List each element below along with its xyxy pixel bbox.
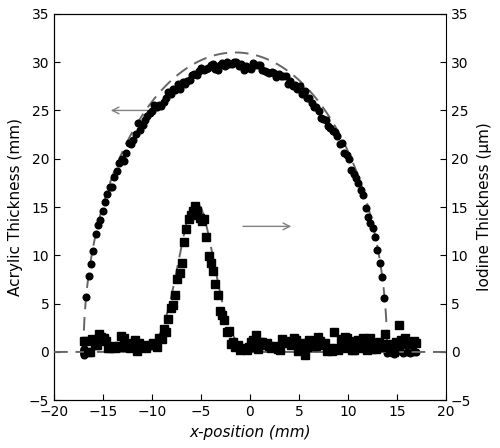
Y-axis label: Acrylic Thickness (mm): Acrylic Thickness (mm) — [8, 118, 24, 296]
Y-axis label: Iodine Thickness (μm): Iodine Thickness (μm) — [476, 123, 492, 291]
X-axis label: x-position (mm): x-position (mm) — [189, 425, 311, 439]
